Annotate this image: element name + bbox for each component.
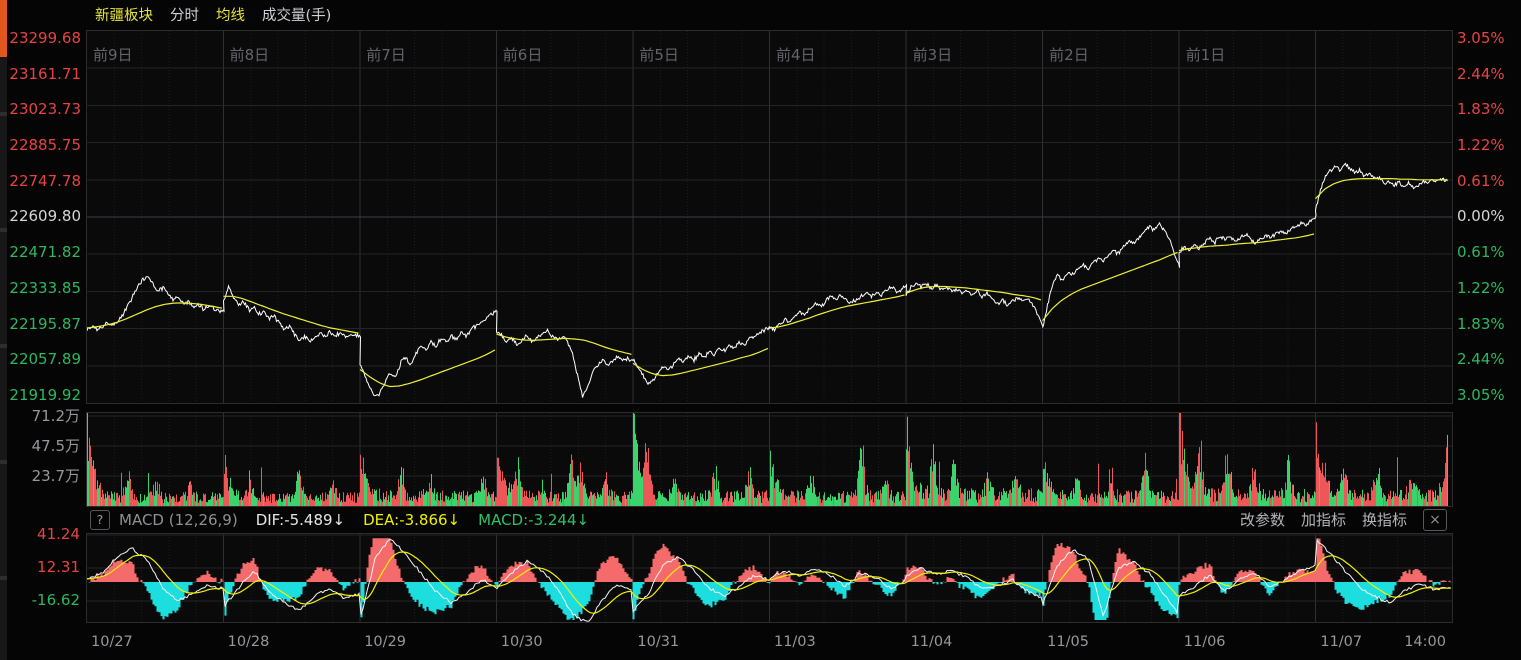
left-scrollbar[interactable] <box>0 0 7 660</box>
macd-chart-panel[interactable] <box>86 533 1453 623</box>
add-indicator-button[interactable]: 加指标 <box>1300 511 1346 529</box>
date-axis: 10/27 10/28 10/29 10/30 10/31 11/03 11/04 11/05… <box>86 634 1452 658</box>
pct-label-9: 2.44% <box>1457 350 1505 369</box>
date-label-4: 10/31 <box>637 634 680 650</box>
tab-sector-name[interactable]: 新疆板块 <box>95 7 153 24</box>
pct-label-10: 3.05% <box>1457 385 1505 404</box>
help-icon[interactable]: ? <box>90 509 110 530</box>
date-label-9: 11/07 <box>1320 634 1363 650</box>
date-label-0: 10/27 <box>91 634 133 650</box>
price-label-1: 23161.71 <box>9 64 81 83</box>
volume-axis-label-0: 71.2万 <box>31 407 80 425</box>
price-label-10: 21919.92 <box>9 385 81 404</box>
price-label-0: 23299.68 <box>9 29 81 47</box>
date-label-2: 10/29 <box>364 634 406 650</box>
macd-axis-label-1: 12.31 <box>37 558 80 576</box>
price-label-8: 22195.87 <box>9 314 81 333</box>
macd-toolbar: ? MACD (12,26,9) DIF:-5.489↓ DEA:-3.866↓… <box>86 507 1453 532</box>
price-chart-panel[interactable] <box>86 30 1453 404</box>
price-label-7: 22333.85 <box>9 278 81 297</box>
macd-hist-value: MACD:-3.244↓ <box>478 510 590 529</box>
price-label-3: 22885.75 <box>9 136 81 155</box>
date-label-6: 11/04 <box>910 634 953 650</box>
pct-label-4: 0.61% <box>1457 171 1505 190</box>
volume-chart-panel[interactable] <box>86 412 1453 507</box>
pct-label-6: 0.61% <box>1457 243 1505 262</box>
macd-dea-value: DEA:-3.866↓ <box>363 510 461 529</box>
price-label-4: 22747.78 <box>9 171 81 190</box>
macd-indicator-name[interactable]: MACD (12,26,9) <box>119 510 238 529</box>
price-axis-left: 23299.68 23161.71 23023.73 22885.75 22747.78… <box>0 30 81 403</box>
switch-indicator-button[interactable]: 换指标 <box>1361 511 1407 529</box>
time-label: 14:00 <box>1404 634 1446 650</box>
percent-axis-right: 3.05% 2.44% 1.83% 1.22% 0.61% 0.00% 0.61% 1.22%… <box>1457 30 1519 403</box>
price-label-6: 22471.82 <box>9 243 81 262</box>
pct-label-7: 1.22% <box>1457 278 1505 297</box>
left-scrollbar-thumb[interactable] <box>0 0 7 57</box>
tab-fenshi[interactable]: 分时 <box>170 7 199 24</box>
volume-axis-label-2: 23.7万 <box>31 467 80 485</box>
tab-junxian[interactable]: 均线 <box>216 7 245 24</box>
macd-axis-label-2: -16.62 <box>31 591 80 609</box>
price-label-2: 23023.73 <box>9 100 81 119</box>
pct-label-2: 1.83% <box>1457 100 1505 119</box>
date-label-1: 10/28 <box>227 634 270 650</box>
date-label-3: 10/30 <box>500 634 543 650</box>
tab-volume-unit[interactable]: 成交量(手) <box>262 7 332 24</box>
change-params-button[interactable]: 改参数 <box>1239 511 1285 529</box>
pct-label-5: 0.00% <box>1457 207 1505 226</box>
volume-axis-label-1: 47.5万 <box>31 437 80 455</box>
pct-label-8: 1.83% <box>1457 314 1505 333</box>
pct-label-3: 1.22% <box>1457 136 1505 155</box>
date-label-8: 11/06 <box>1183 634 1226 650</box>
date-label-7: 11/05 <box>1047 634 1089 650</box>
pct-label-0: 3.05% <box>1457 29 1505 47</box>
close-icon[interactable]: × <box>1423 508 1447 531</box>
macd-axis-label-0: 41.24 <box>37 525 80 543</box>
header-tabs: 新疆板块 分时 均线 成交量(手) <box>86 0 331 28</box>
price-label-5: 22609.80 <box>9 207 81 226</box>
price-label-9: 22057.89 <box>9 350 81 369</box>
macd-dif-value: DIF:-5.489↓ <box>255 510 346 529</box>
pct-label-1: 2.44% <box>1457 64 1505 83</box>
date-label-5: 11/03 <box>773 634 816 650</box>
